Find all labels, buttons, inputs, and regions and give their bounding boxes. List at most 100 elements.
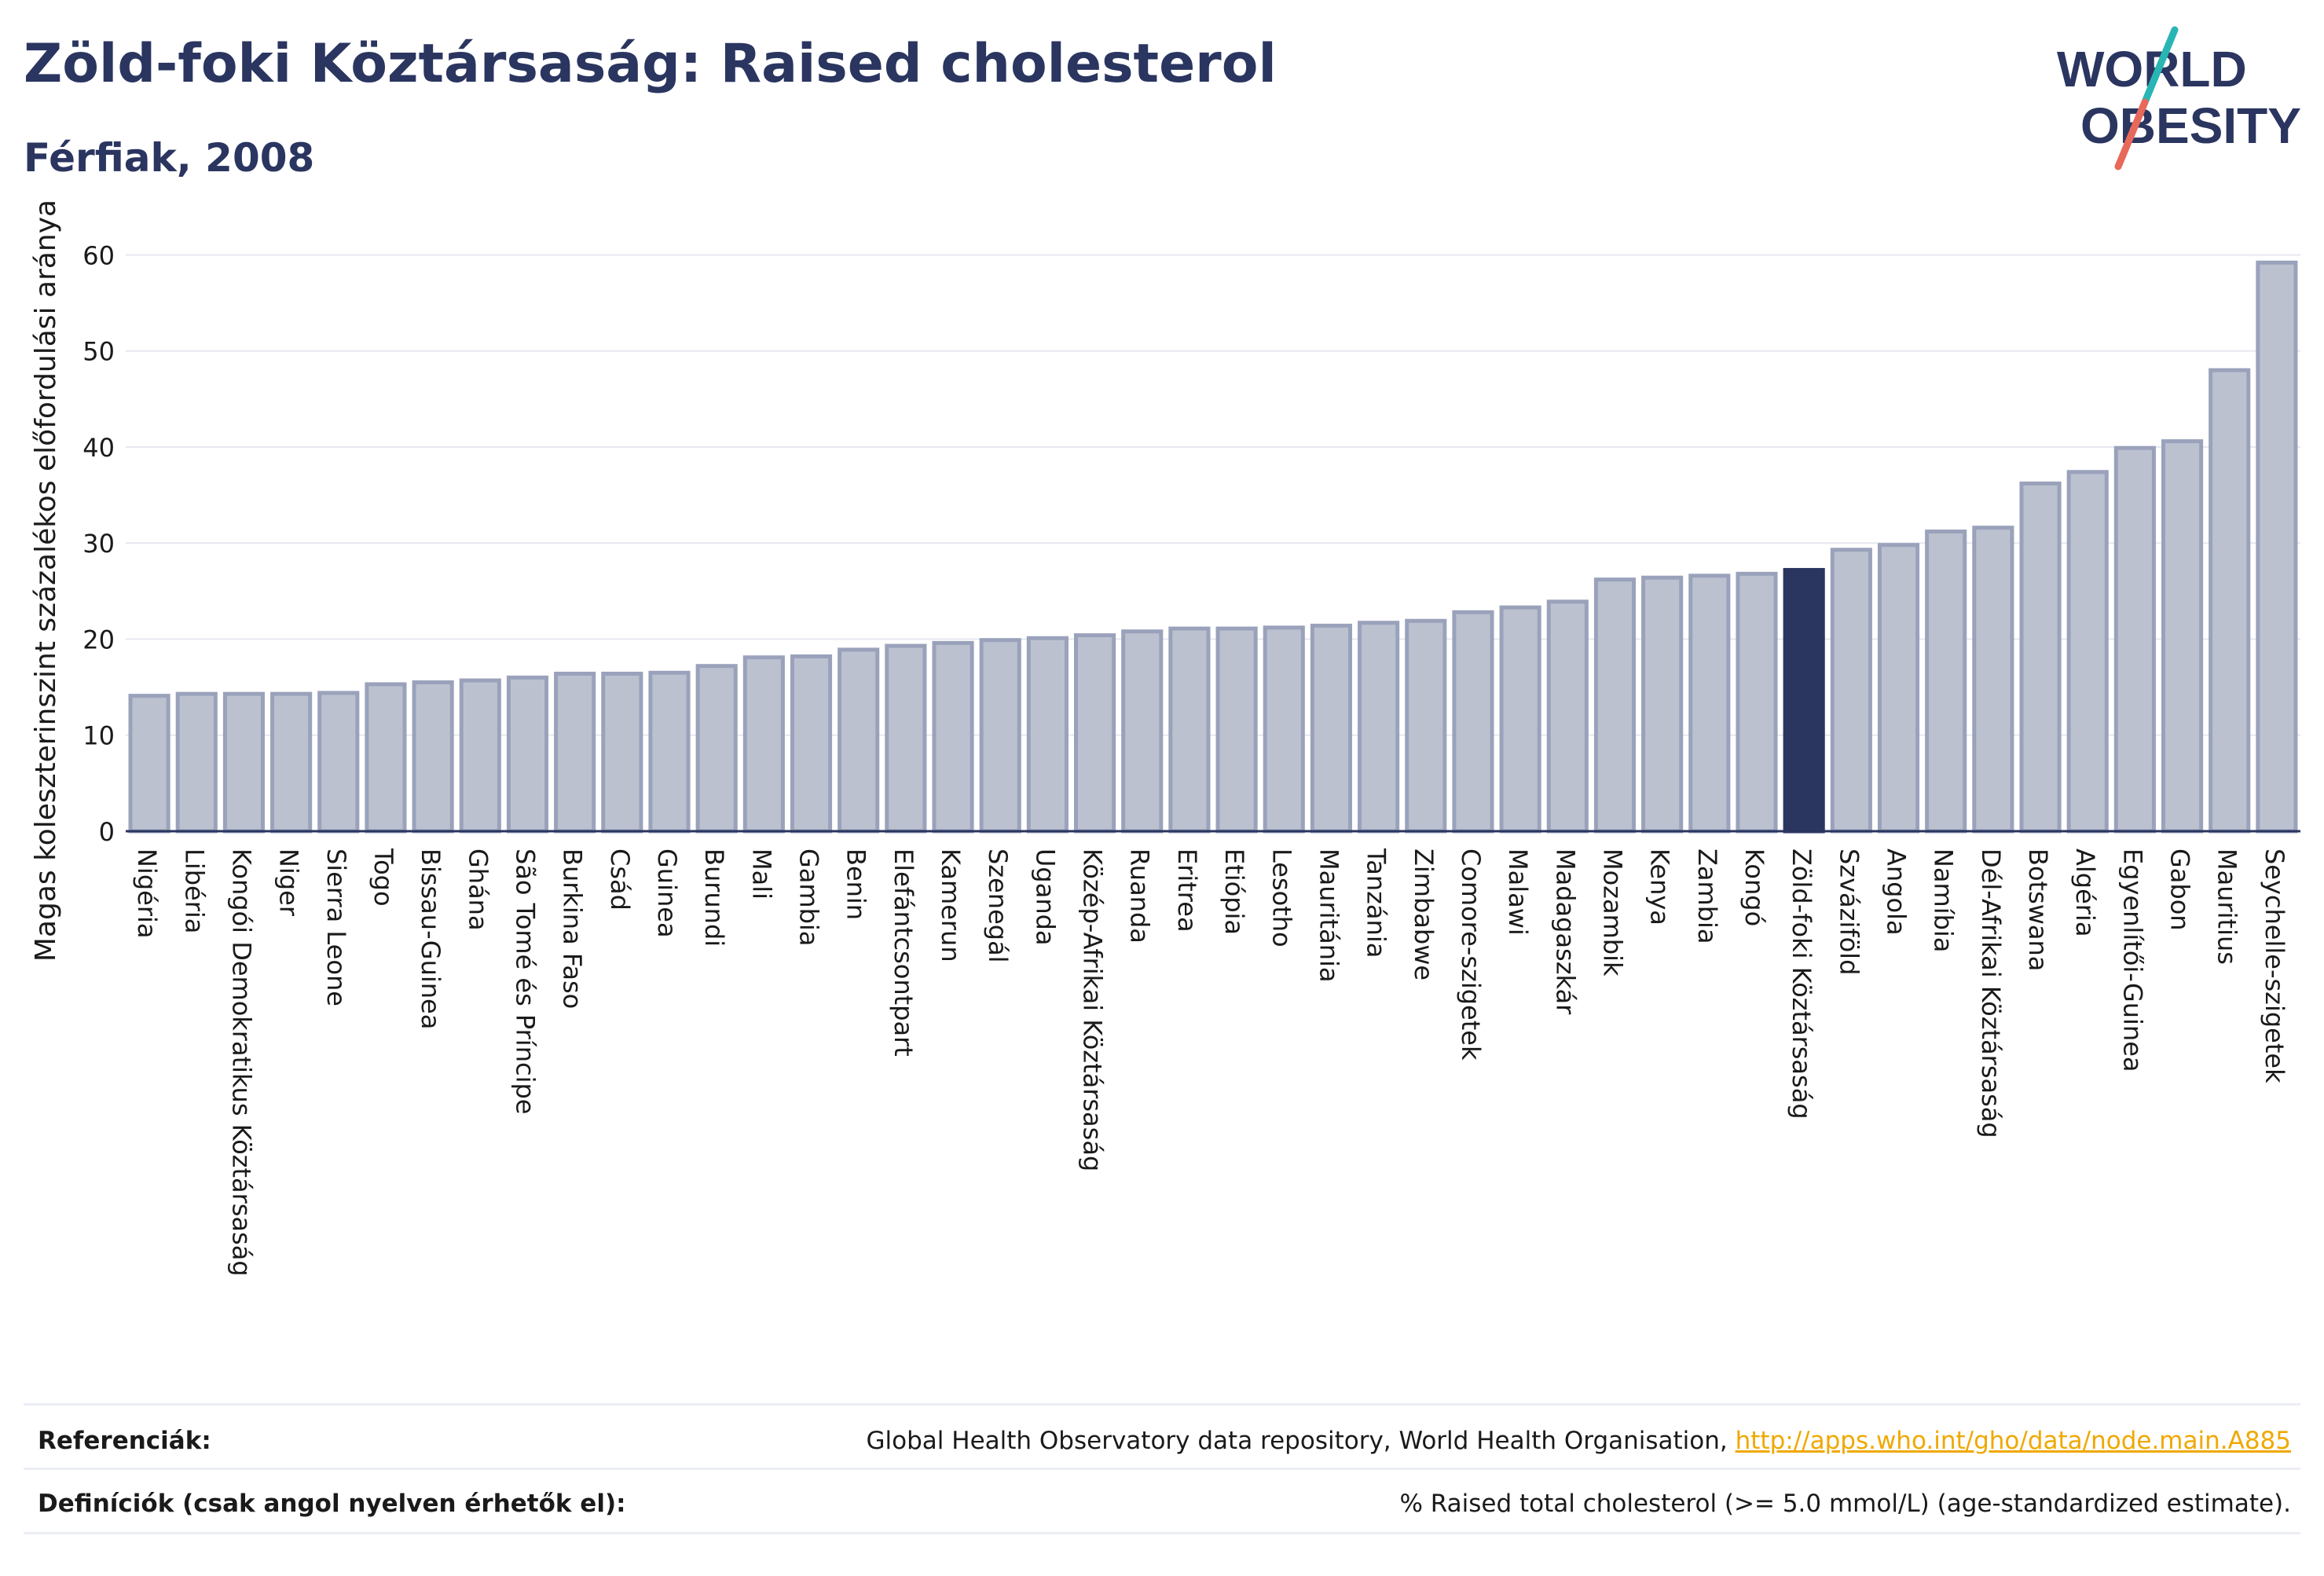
x-tick-label: Algéria [2070, 848, 2100, 936]
x-tick-label: Guinea [652, 848, 682, 938]
bar [1736, 571, 1778, 834]
bar [1026, 636, 1069, 834]
references-value: Global Health Observatory data repositor… [867, 1427, 2291, 1455]
references-text: Global Health Observatory data repositor… [866, 1427, 1728, 1455]
x-tick-label: Bissau-Guinea [416, 848, 445, 1029]
x-tick-label: Seychelle-szigetek [2260, 848, 2289, 1083]
y-tick-label: 30 [82, 529, 115, 559]
bar [1121, 629, 1164, 834]
x-tick-label: Malawi [1503, 848, 1533, 936]
bar [317, 691, 360, 834]
x-tick-label: Zambia [1692, 848, 1722, 944]
references-label: Referenciák: [38, 1427, 211, 1455]
x-tick-label: Benin [841, 848, 871, 920]
x-tick-label: Madagaszkár [1550, 848, 1580, 1015]
x-tick-label: Kongó [1739, 848, 1769, 926]
logo-line2: OBESITY [2080, 97, 2301, 154]
bar [365, 682, 407, 834]
x-tick-label: Kenya [1645, 848, 1675, 925]
x-tick-labels: Nigéria Libéria Kongói Demokratikus Köztár… [132, 848, 2289, 1277]
bar [2019, 481, 2062, 834]
bar [601, 671, 643, 834]
bar [1688, 574, 1731, 834]
bar [2256, 260, 2298, 834]
x-tick-label: Ruanda [1125, 848, 1155, 944]
x-tick-label: Mozambik [1597, 848, 1627, 977]
x-tick-label: Elefántcsontpart [889, 848, 918, 1057]
x-tick-label: Sierra Leone [321, 848, 351, 1006]
bars-layer [128, 260, 2298, 834]
x-tick-label: Szenegál [983, 848, 1013, 963]
logo-slash-teal [2141, 26, 2179, 106]
x-tick-label: Niger [274, 848, 304, 917]
bar [1499, 605, 1541, 834]
definitions-value: % Raised total cholesterol (>= 5.0 mmol/… [1399, 1490, 2291, 1518]
bar [979, 638, 1021, 834]
x-tick-label: Eritrea [1172, 848, 1202, 933]
x-tick-label: Togo [368, 848, 398, 907]
bar [1452, 610, 1494, 834]
bar [1405, 618, 1447, 834]
bar [506, 675, 549, 834]
bar [790, 654, 833, 834]
bar [128, 694, 170, 834]
footer-divider [24, 1532, 2300, 1534]
x-tick-label: Libéria [179, 848, 209, 933]
bar [2113, 445, 2156, 834]
x-tick-label: Gambia [794, 848, 824, 946]
y-tick-labels: 0 10 20 30 40 50 60 [82, 240, 115, 847]
chart-title: Zöld-foki Köztársaság: Raised cholestero… [24, 33, 1277, 95]
y-axis-label: Magas koleszterinszint százalékos előfor… [30, 200, 62, 962]
bar [742, 655, 785, 834]
y-tick-label: 60 [82, 240, 115, 270]
bar [1925, 530, 1967, 834]
bar [1358, 621, 1400, 834]
x-tick-label: Mauritius [2212, 848, 2242, 965]
x-tick-label: Csád [605, 848, 635, 911]
x-tick-label: Dél-Afrikai Köztársaság [1976, 848, 2006, 1138]
logo-slash-red [2114, 98, 2149, 170]
x-tick-label: Tanzánia [1362, 848, 1391, 958]
x-tick-label: Lesotho [1266, 848, 1296, 947]
x-tick-label: Ghána [463, 848, 493, 931]
x-tick-label: Uganda [1030, 848, 1060, 946]
bar [838, 647, 880, 834]
bar [932, 640, 974, 834]
bar [1593, 577, 1637, 834]
bar-chart: Nigéria Libéria Kongói Demokratikus Köztár… [30, 200, 2300, 1277]
bar [1641, 575, 1684, 834]
footer-divider [24, 1403, 2300, 1406]
y-tick-label: 40 [82, 433, 115, 463]
x-tick-label: Kongói Demokratikus Köztársaság [226, 848, 256, 1277]
bar [1972, 526, 2014, 834]
bar [1073, 633, 1116, 834]
x-tick-label: Botswana [2023, 848, 2053, 971]
x-tick-label: Gabon [2165, 848, 2195, 931]
x-tick-label: Etiópia [1219, 848, 1249, 935]
x-tick-label: Burundi [699, 848, 729, 947]
bar [412, 680, 454, 834]
bar [459, 678, 501, 834]
x-tick-label: Mali [746, 848, 776, 900]
x-tick-label: Burkina Faso [558, 848, 588, 1009]
x-tick-label: Nigéria [132, 848, 162, 938]
bar [222, 691, 266, 834]
x-tick-label: São Tomé és Príncipe [510, 848, 540, 1114]
y-tick-label: 0 [99, 817, 115, 847]
x-tick-label: Kamerun [936, 848, 966, 962]
bar [1168, 626, 1211, 834]
y-tick-label: 20 [82, 625, 115, 654]
x-tick-label: Comore-szigetek [1456, 848, 1486, 1061]
bar [554, 671, 596, 834]
x-tick-label: Zöld-foki Köztársaság [1787, 848, 1816, 1120]
y-tick-label: 10 [82, 721, 115, 751]
bar [2209, 368, 2251, 834]
bar [1310, 623, 1353, 834]
x-tick-label: Zimbabwe [1409, 848, 1439, 980]
bar [2161, 439, 2204, 834]
bar [648, 670, 691, 834]
references-link[interactable]: http://apps.who.int/gho/data/node.main.A… [1735, 1427, 2291, 1455]
bar [270, 691, 313, 834]
definitions-label: Definíciók (csak angol nyelven érhetők e… [38, 1490, 626, 1518]
world-obesity-logo: WORLD OBESITY [2057, 26, 2301, 170]
